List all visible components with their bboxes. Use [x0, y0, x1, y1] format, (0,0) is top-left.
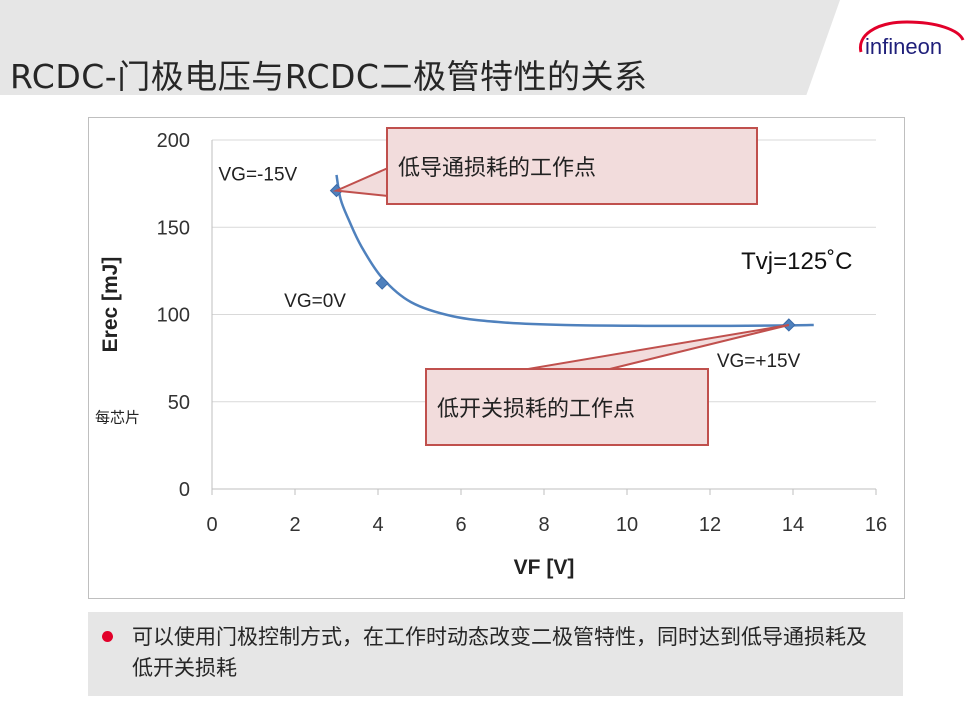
x-tick-label: 16 [865, 514, 887, 536]
data-point-label: VG=0V [284, 291, 346, 312]
x-tick-label: 8 [538, 514, 549, 536]
y-tick-label: 150 [157, 217, 190, 239]
x-tick-label: 14 [782, 514, 804, 536]
x-tick-label: 10 [616, 514, 638, 536]
callout-pointer-low-conduction [332, 166, 389, 198]
callout-low-switching: 低开关损耗的工作点 [425, 368, 709, 446]
y-unit-note: 每芯片 [95, 409, 140, 427]
chart-frame: 0 50 100 150 200 0 2 4 6 8 10 12 14 16 VG=-15V VG=0V VG… [88, 117, 905, 599]
header-band [0, 0, 840, 95]
data-point-marker [375, 276, 389, 290]
x-tick-label: 0 [206, 514, 217, 536]
ticks: 0 50 100 150 200 0 2 4 6 8 10 12 14 16 [157, 130, 888, 536]
y-tick-label: 50 [168, 392, 190, 414]
bullet-text: 可以使用门极控制方式，在工作时动态改变二极管特性，同时达到低导通损耗及低开关损耗 [132, 625, 867, 680]
y-tick-label: 200 [157, 130, 190, 152]
y-tick-label: 100 [157, 305, 190, 327]
data-point-label: VG=-15V [219, 165, 298, 186]
x-tick-label: 12 [699, 514, 721, 536]
logo-text: infineon [865, 34, 942, 59]
series-curve [335, 174, 814, 328]
point-labels: VG=-15V VG=0V VG=+15V [219, 165, 801, 372]
callout-low-conduction: 低导通损耗的工作点 [386, 127, 758, 205]
temperature-annotation: Tvj=125˚C [741, 248, 852, 275]
y-tick-label: 0 [179, 479, 190, 501]
markers [329, 183, 796, 332]
page-title: RCDC-门极电压与RCDC二极管特性的关系 [10, 57, 648, 96]
x-tick-label: 4 [372, 514, 383, 536]
bullet-dot-icon [102, 631, 113, 642]
bullet-panel: 可以使用门极控制方式，在工作时动态改变二极管特性，同时达到低导通损耗及低开关损耗 [88, 612, 903, 696]
x-tick-label: 2 [289, 514, 300, 536]
x-axis-label: VF [V] [514, 556, 575, 579]
infineon-logo: infineon [858, 20, 965, 59]
data-point-label: VG=+15V [717, 351, 801, 372]
x-tick-label: 6 [455, 514, 466, 536]
header: RCDC-门极电压与RCDC二极管特性的关系 infineon [0, 0, 976, 96]
y-axis-label: Erec [mJ] [99, 257, 122, 353]
